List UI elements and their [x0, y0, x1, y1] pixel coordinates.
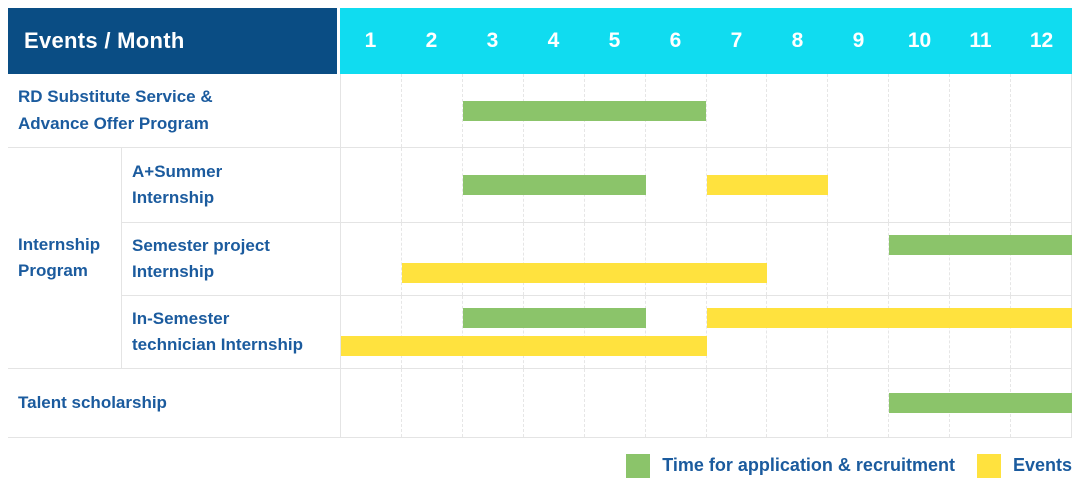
month-grid-column [889, 148, 951, 222]
month-grid-column [767, 369, 829, 437]
month-grid-column [463, 223, 524, 295]
month-grid-column [646, 223, 707, 295]
months-header: 1 2 3 4 5 6 7 8 9 10 11 12 [340, 8, 1072, 74]
month-grid-column [767, 223, 829, 295]
chart-cell-a-summer-internship [340, 148, 1073, 222]
month-grid-column [950, 223, 1012, 295]
row-in-semester-technician-internship: In-Semester technician Internship [122, 295, 1073, 368]
month-header-3: 3 [486, 29, 499, 52]
legend-item-application: Time for application & recruitment [626, 453, 955, 478]
group-internship-program: Internship Program A+Summer Internship S… [8, 148, 1073, 369]
month-grid-column [828, 296, 890, 368]
month-grid-column [341, 223, 402, 295]
month-grid-column [341, 74, 402, 147]
month-grid-column [828, 148, 890, 222]
application-bar [462, 175, 646, 195]
month-grid-column [402, 296, 463, 368]
row-rd-substitute-service: RD Substitute Service & Advance Offer Pr… [8, 74, 1073, 148]
month-grid-column [341, 369, 402, 437]
month-header-1: 1 [364, 29, 377, 52]
month-grid-column [1011, 74, 1073, 147]
group-label-internship-program: Internship Program [8, 148, 122, 368]
month-grid-column [950, 148, 1012, 222]
chart-cell-talent-scholarship [340, 369, 1073, 437]
month-grid-column [1011, 223, 1073, 295]
row-label-semester-project-internship: Semester project Internship [132, 235, 270, 281]
month-grid-column [950, 74, 1012, 147]
events-color-swatch [976, 453, 1001, 478]
month-grid-column [828, 223, 890, 295]
month-grid-column [707, 296, 768, 368]
month-header-9: 9 [852, 29, 865, 52]
month-grid-column [585, 223, 646, 295]
event-bar [706, 308, 1072, 328]
application-bar [462, 308, 646, 328]
month-header-5: 5 [608, 29, 621, 52]
legend-label-application: Time for application & recruitment [662, 455, 955, 475]
month-grid-column [524, 369, 585, 437]
row-label-rd-substitute-service: RD Substitute Service & Advance Offer Pr… [18, 87, 213, 133]
legend-item-events: Events [976, 453, 1072, 478]
application-color-swatch [626, 453, 651, 478]
month-grid-column [828, 74, 890, 147]
month-grid-column [524, 296, 585, 368]
month-grid-column [463, 369, 524, 437]
application-bar [889, 393, 1072, 413]
chart-cell-rd-substitute-service [340, 74, 1073, 147]
month-grid-column [767, 296, 829, 368]
month-grid-column [402, 369, 463, 437]
chart-cell-in-semester-technician-internship [340, 296, 1073, 368]
month-grid-column [1011, 296, 1073, 368]
month-grid-column [889, 223, 951, 295]
table-header-row: Events / Month 1 2 3 4 5 6 7 8 9 10 11 1… [8, 8, 1072, 74]
month-grid-column [585, 369, 646, 437]
month-grid-column [1011, 148, 1073, 222]
row-semester-project-internship: Semester project Internship [122, 222, 1073, 295]
month-grid-column [463, 296, 524, 368]
month-header-4: 4 [547, 29, 560, 52]
legend: Time for application & recruitment Event… [8, 438, 1072, 493]
month-grid-column [402, 223, 463, 295]
row-label-in-semester-technician-internship: In-Semester technician Internship [132, 308, 303, 354]
events-month-gantt-table: Events / Month 1 2 3 4 5 6 7 8 9 10 11 1… [8, 8, 1073, 438]
month-grid-column [646, 148, 707, 222]
month-header-6: 6 [669, 29, 682, 52]
chart-cell-semester-project-internship [340, 223, 1073, 295]
month-grid-column [767, 74, 829, 147]
month-grid-column [950, 296, 1012, 368]
month-grid-column [646, 296, 707, 368]
month-grid-column [402, 148, 463, 222]
event-bar [401, 263, 768, 283]
month-grid-column [524, 223, 585, 295]
application-bar [889, 235, 1072, 255]
month-header-12: 12 [1029, 29, 1054, 52]
month-grid-column [707, 223, 768, 295]
month-grid-column [707, 369, 768, 437]
row-label-a-summer-internship: A+Summer Internship [132, 161, 223, 207]
row-label-talent-scholarship: Talent scholarship [18, 392, 167, 412]
month-header-11: 11 [969, 29, 992, 52]
legend-label-events: Events [1012, 455, 1072, 475]
row-a-summer-internship: A+Summer Internship [122, 148, 1073, 222]
row-talent-scholarship: Talent scholarship [8, 369, 1073, 438]
month-grid-column [585, 296, 646, 368]
month-grid-column [889, 74, 951, 147]
month-header-2: 2 [425, 29, 438, 52]
month-grid-column [341, 296, 402, 368]
month-grid-column [889, 296, 951, 368]
event-bar [706, 175, 829, 195]
application-bar [462, 100, 707, 121]
event-bar [341, 336, 707, 356]
month-grid-column [707, 74, 768, 147]
month-header-7: 7 [730, 29, 743, 52]
month-grid-column [828, 369, 890, 437]
month-header-10: 10 [907, 29, 932, 52]
month-grid-column [402, 74, 463, 147]
month-grid-column [341, 148, 402, 222]
month-header-8: 8 [791, 29, 804, 52]
month-grid-column [646, 369, 707, 437]
corner-header: Events / Month [8, 8, 340, 74]
group-body-internship-program: A+Summer Internship Semester project Int… [122, 148, 1073, 368]
